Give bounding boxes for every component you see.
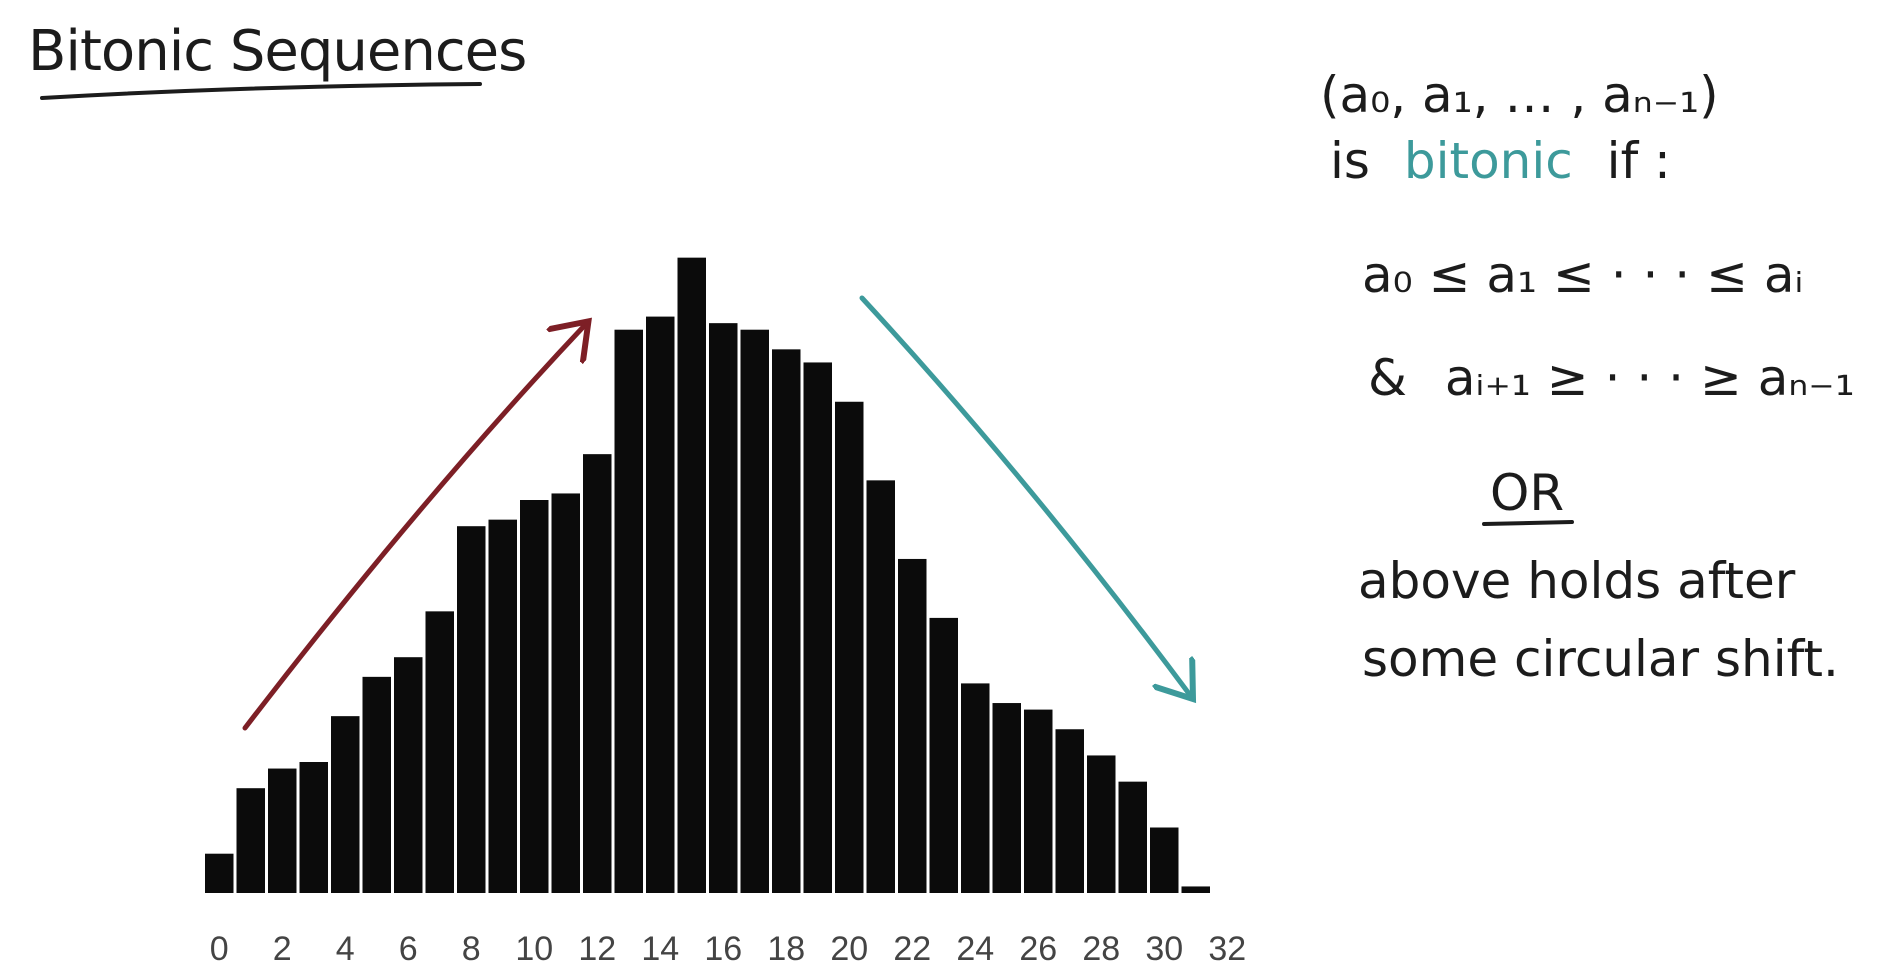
decreasing-condition: & aᵢ₊₁ ≥ · · · ≥ aₙ₋₁: [1368, 349, 1855, 407]
x-tick-26: 26: [1019, 930, 1057, 968]
or-label: OR: [1490, 464, 1564, 522]
bar-11: [551, 493, 580, 893]
bar-5: [362, 676, 391, 893]
x-tick-32: 32: [1208, 930, 1246, 968]
bar-27: [1055, 729, 1084, 893]
bitonic-word: bitonic: [1404, 132, 1573, 190]
bar-3: [299, 762, 328, 893]
slide-title: Bitonic Sequences: [28, 19, 526, 84]
bar-10: [520, 500, 549, 893]
is-prefix: is: [1330, 132, 1370, 190]
bar-7: [425, 611, 454, 893]
bar-30: [1150, 827, 1179, 893]
bar-23: [929, 617, 958, 893]
x-tick-14: 14: [641, 930, 679, 968]
bar-0: [205, 853, 234, 893]
bar-17: [740, 329, 769, 893]
increasing-condition: a₀ ≤ a₁ ≤ · · · ≤ aᵢ: [1362, 246, 1803, 304]
sequence-notation: (a₀, a₁, … , aₙ₋₁): [1320, 66, 1719, 124]
bar-6: [394, 657, 423, 893]
bar-31: [1181, 886, 1210, 893]
bar-26: [1024, 709, 1053, 893]
bar-8: [457, 526, 486, 893]
x-tick-2: 2: [273, 930, 292, 968]
x-tick-18: 18: [767, 930, 805, 968]
bar-28: [1087, 755, 1116, 893]
x-tick-0: 0: [210, 930, 229, 968]
bar-9: [488, 519, 517, 893]
x-tick-28: 28: [1082, 930, 1120, 968]
bar-12: [583, 454, 612, 893]
x-tick-22: 22: [893, 930, 931, 968]
bar-24: [961, 683, 990, 893]
definition-intro: is bitonic if :: [1330, 132, 1671, 190]
x-tick-16: 16: [704, 930, 742, 968]
if-suffix: if :: [1607, 132, 1671, 190]
increasing-arrow: [242, 325, 585, 731]
x-tick-10: 10: [515, 930, 553, 968]
bar-22: [898, 558, 927, 893]
bar-13: [614, 329, 643, 893]
or-underline: [1482, 520, 1574, 526]
alternate-line-1: above holds after: [1358, 552, 1796, 610]
bar-18: [772, 349, 801, 894]
bar-14: [646, 316, 675, 894]
bar-series: [205, 257, 1210, 894]
decreasing-arrow: [859, 295, 1190, 695]
bar-29: [1118, 781, 1147, 893]
and-symbol: &: [1368, 349, 1407, 407]
bar-16: [709, 323, 738, 893]
bar-20: [835, 401, 864, 893]
title-underline: [40, 82, 482, 100]
x-tick-4: 4: [336, 930, 355, 968]
x-tick-12: 12: [578, 930, 616, 968]
bar-4: [331, 716, 360, 893]
x-tick-20: 20: [830, 930, 868, 968]
bar-1: [236, 788, 265, 893]
bar-19: [803, 362, 832, 893]
alternate-line-2: some circular shift.: [1362, 630, 1839, 688]
decreasing-condition-terms: aᵢ₊₁ ≥ · · · ≥ aₙ₋₁: [1445, 349, 1855, 407]
x-tick-24: 24: [956, 930, 994, 968]
bar-21: [866, 480, 895, 893]
x-tick-6: 6: [399, 930, 418, 968]
x-tick-30: 30: [1145, 930, 1183, 968]
x-axis-ticks: 0 2 4 6 8 10 12 14 16 18 20 22 24 26 28 30 32: [210, 930, 1246, 968]
bar-25: [992, 703, 1021, 893]
bar-2: [268, 768, 297, 893]
bar-15: [677, 257, 706, 893]
x-tick-8: 8: [462, 930, 481, 968]
